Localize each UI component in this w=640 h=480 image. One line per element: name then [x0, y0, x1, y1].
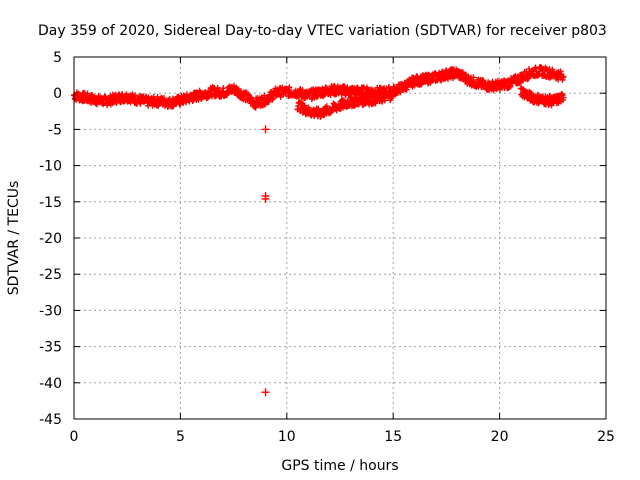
data-point — [261, 125, 270, 134]
data-point — [261, 194, 270, 203]
data-point — [265, 98, 272, 105]
y-tick-label: -25 — [39, 267, 62, 283]
x-tick-label: 25 — [597, 429, 615, 445]
y-tick-label: -40 — [39, 376, 62, 392]
chart-title: Day 359 of 2020, Sidereal Day-to-day VTE… — [38, 23, 607, 39]
y-tick-label: -10 — [39, 159, 62, 175]
y-axis-title: SDTVAR / TECUs — [6, 181, 22, 296]
y-tick-label: -15 — [39, 195, 62, 211]
data-point — [372, 100, 379, 107]
plot-frame — [73, 56, 607, 420]
x-axis-title: GPS time / hours — [281, 458, 398, 474]
data-point — [261, 388, 270, 397]
data-point — [507, 82, 514, 89]
x-tick-label: 20 — [491, 429, 509, 445]
data-point — [560, 73, 567, 80]
y-tick-label: -35 — [39, 340, 62, 356]
tick-labels: 0 5 10 15 20 25 5 0 -5 -10 -15 -20 -25 -30 -35 -40 -45 — [39, 50, 615, 445]
data-point — [131, 92, 138, 99]
y-tick-label: 5 — [53, 50, 62, 66]
data-point — [389, 89, 396, 96]
y-tick-label: -45 — [39, 412, 62, 428]
y-tick-label: -30 — [39, 303, 62, 319]
data-point — [379, 98, 386, 105]
x-tick-label: 10 — [278, 429, 296, 445]
x-tick-label: 0 — [70, 429, 79, 445]
data-point — [204, 94, 211, 101]
data-point — [301, 102, 308, 109]
data-point — [470, 74, 477, 81]
y-tick-label: 0 — [53, 86, 62, 102]
data-point — [382, 97, 389, 104]
y-tick-label: -20 — [39, 231, 62, 247]
y-tick-label: -5 — [48, 122, 62, 138]
data-point — [286, 84, 293, 91]
x-tick-label: 5 — [176, 429, 185, 445]
data-points — [71, 64, 567, 397]
x-tick-label: 15 — [384, 429, 402, 445]
data-point — [560, 94, 567, 101]
